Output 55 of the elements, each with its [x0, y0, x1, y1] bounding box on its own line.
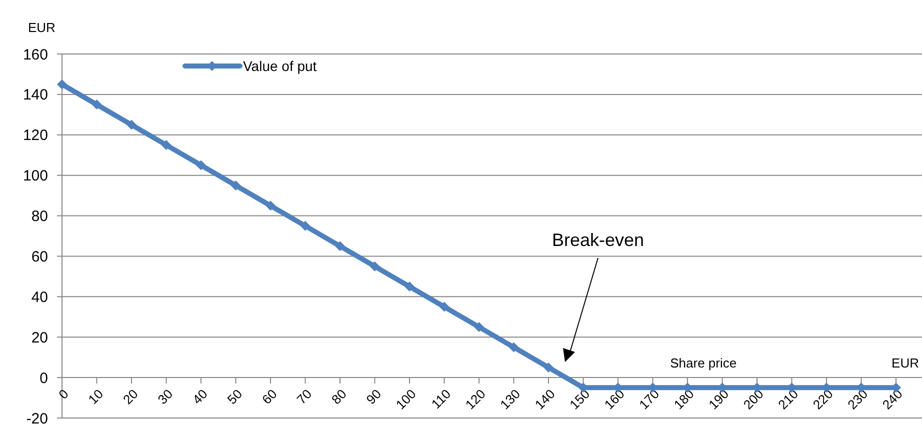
x-tick-label: 70 — [294, 386, 315, 408]
y-tick-label: -20 — [26, 410, 48, 427]
y-tick-label: 160 — [22, 46, 48, 64]
y-tick-label: 100 — [22, 168, 48, 185]
x-tick-label: 60 — [259, 386, 280, 408]
x-tick-label: 230 — [844, 386, 871, 412]
x-tick-label: 40 — [190, 386, 210, 408]
annotation: Break-even — [552, 230, 644, 250]
x-tick-label: 190 — [706, 386, 732, 412]
point — [266, 200, 276, 211]
point — [370, 261, 380, 272]
x-tick-label: 0 — [56, 386, 72, 402]
point — [196, 160, 206, 170]
x-axis-title: Share price — [670, 356, 737, 371]
x-tick-label: 110 — [428, 386, 454, 412]
point — [544, 362, 554, 372]
x-tick-label: 170 — [636, 386, 662, 412]
y-axis-title: EUR — [28, 20, 56, 35]
y-tick-label: 80 — [31, 208, 48, 226]
x-tick-label: 100 — [392, 386, 419, 412]
y-tick-label: 0 — [40, 370, 48, 387]
point — [57, 79, 67, 90]
x-tick-label: 150 — [566, 386, 593, 412]
x-tick-label: 160 — [601, 386, 628, 412]
x-tick-label: 210 — [775, 386, 802, 412]
point — [300, 220, 310, 231]
x-tick-label: 220 — [810, 386, 836, 412]
x-tick-label: 80 — [328, 386, 350, 408]
x-tick-label: 120 — [462, 386, 488, 412]
annotation: EUR — [892, 356, 919, 371]
point — [335, 241, 345, 252]
x-tick-label: 90 — [363, 386, 384, 408]
x-tick-label: 200 — [740, 386, 766, 412]
x-tick-label: 130 — [497, 386, 524, 412]
x-tick-label: 50 — [224, 386, 246, 408]
x-tick-label: 10 — [85, 386, 106, 408]
point — [230, 180, 241, 190]
x-tick-label: 240 — [879, 386, 906, 412]
x-tick-label: 140 — [532, 386, 558, 412]
point — [161, 140, 172, 150]
point — [404, 282, 414, 292]
legend-label: Value of put — [243, 58, 317, 74]
point — [439, 302, 450, 312]
x-tick-label: 20 — [120, 386, 141, 408]
x-tick-label: 30 — [154, 386, 176, 408]
y-tick-label: 40 — [31, 288, 48, 306]
y-tick-label: 20 — [31, 329, 48, 346]
y-tick-label: 140 — [22, 86, 48, 104]
y-tick-label: 60 — [31, 248, 48, 266]
point — [474, 322, 484, 332]
y-tick-label: 120 — [22, 127, 48, 144]
point — [92, 100, 102, 110]
point — [508, 342, 519, 352]
x-tick-label: 180 — [670, 386, 697, 412]
point — [126, 120, 136, 130]
